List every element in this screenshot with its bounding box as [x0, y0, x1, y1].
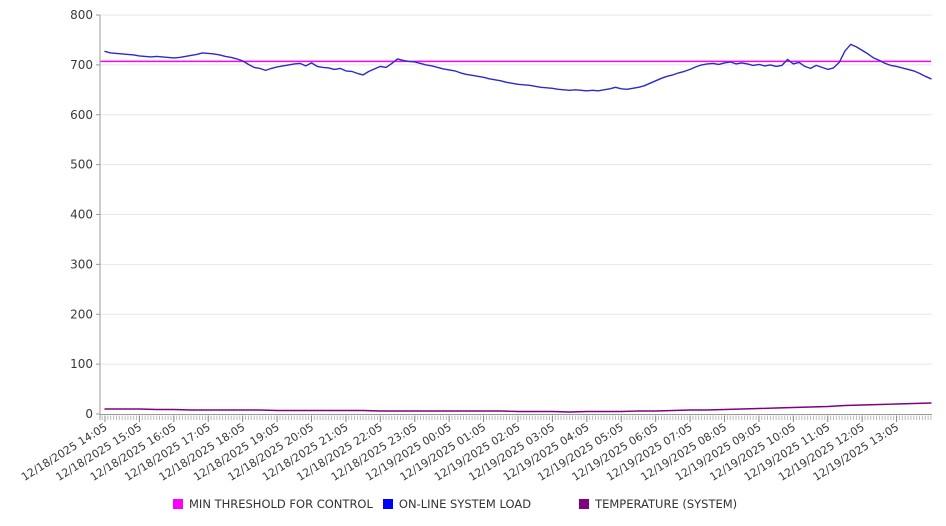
legend-item-min-threshold: MIN THRESHOLD FOR CONTROL	[173, 497, 373, 511]
y-axis-label: 800	[70, 8, 93, 22]
y-axis-label: 100	[70, 357, 93, 371]
temperature-system--series-line	[104, 402, 932, 413]
temperature-swatch-icon	[579, 499, 590, 509]
y-axis-label: 400	[70, 208, 93, 222]
legend-label-temperature: TEMPERATURE (SYSTEM)	[595, 497, 738, 511]
y-axis-label: 0	[85, 407, 93, 421]
y-axis-label: 700	[70, 58, 93, 72]
legend-label-min-threshold: MIN THRESHOLD FOR CONTROL	[189, 497, 373, 511]
y-axis-label: 200	[70, 307, 93, 321]
y-axis-label: 500	[70, 158, 93, 172]
y-axis-label: 300	[70, 257, 93, 271]
on-line-system-load-series-line	[104, 43, 932, 92]
min-threshold-swatch-icon	[173, 499, 183, 509]
legend-item-temperature: TEMPERATURE (SYSTEM)	[579, 497, 737, 511]
y-axis-label: 600	[70, 108, 93, 122]
legend-label-system-load: ON-LINE SYSTEM LOAD	[398, 497, 532, 511]
system-load-swatch-icon	[382, 499, 393, 509]
legend-item-system-load: ON-LINE SYSTEM LOAD	[382, 497, 532, 511]
chart-legend: MIN THRESHOLD FOR CONTROL ON-LINE SYSTEM…	[173, 497, 737, 511]
